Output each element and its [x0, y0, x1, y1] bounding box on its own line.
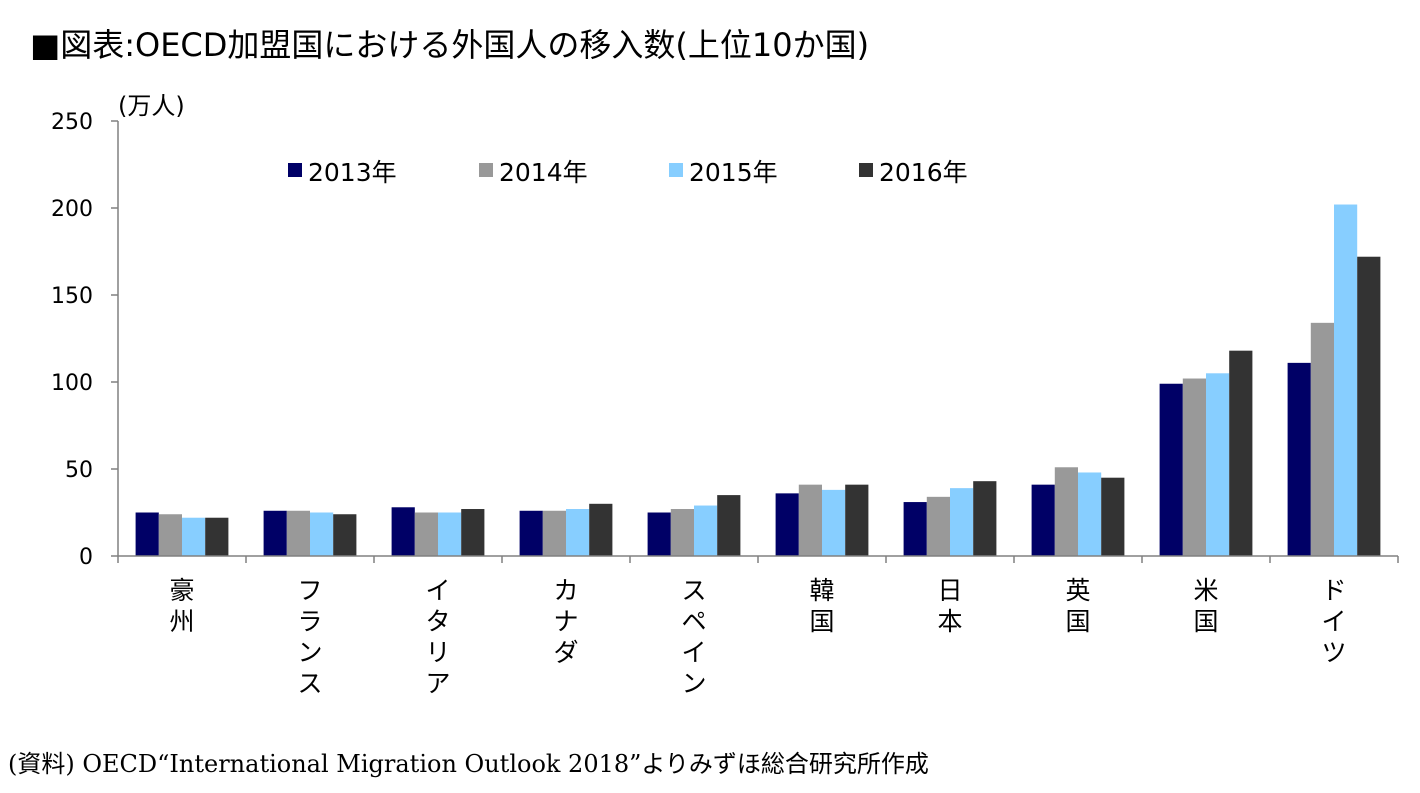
bar-2013年-豪州 — [135, 512, 159, 556]
bar-2013年-スペイン — [647, 512, 671, 556]
x-category-label: 韓国 — [809, 576, 834, 636]
x-category-label: 英国 — [1065, 576, 1090, 636]
bar-2014年-日本 — [926, 496, 950, 556]
bar-2016年-スペイン — [717, 495, 741, 556]
bar-2014年-英国 — [1054, 467, 1078, 556]
x-category-label: カナダ — [553, 576, 578, 667]
bar-2014年-米国 — [1182, 378, 1206, 556]
bar-2016年-イタリア — [461, 509, 485, 556]
legend-swatch — [479, 163, 493, 177]
legend-label: 2014年 — [499, 158, 588, 187]
bar-2013年-ドイツ — [1287, 362, 1311, 556]
bar-2014年-ドイツ — [1310, 322, 1334, 556]
bar-2015年-スペイン — [694, 505, 718, 556]
legend-swatch — [288, 163, 302, 177]
bar-2015年-豪州 — [182, 517, 206, 556]
bar-2015年-イタリア — [438, 512, 462, 556]
legend-item-2016年: 2016年 — [859, 158, 968, 187]
x-category-label: 米国 — [1193, 576, 1218, 636]
bar-2013年-米国 — [1159, 383, 1183, 556]
bar-2016年-カナダ — [589, 503, 613, 556]
y-tick-label: 50 — [65, 458, 93, 483]
bar-2014年-フランス — [286, 510, 310, 556]
x-category-label: 豪州 — [169, 576, 194, 636]
y-tick-label: 100 — [51, 371, 93, 396]
bar-2013年-カナダ — [519, 510, 543, 556]
x-category-label: イタリア — [425, 576, 450, 698]
bar-2016年-フランス — [333, 514, 357, 556]
x-category-label: 日本 — [937, 576, 962, 636]
bar-2013年-日本 — [903, 502, 927, 556]
bar-2015年-カナダ — [566, 509, 590, 556]
x-category-label: スペイン — [681, 576, 706, 698]
source-note: (資料) OECD“International Migration Outloo… — [8, 750, 929, 778]
legend-item-2014年: 2014年 — [479, 158, 588, 187]
legend-swatch — [669, 163, 683, 177]
bar-chart: (万人) 0 50 100 150 200 250 豪州 フランス イタリア カナダ スペイン 韓国… — [51, 92, 1399, 698]
bar-2013年-イタリア — [391, 507, 415, 556]
bar-2015年-英国 — [1078, 472, 1102, 556]
y-tick-label: 250 — [51, 110, 93, 135]
bar-2013年-英国 — [1031, 484, 1055, 556]
bar-2015年-韓国 — [822, 489, 846, 556]
legend-label: 2016年 — [879, 158, 968, 187]
bar-2016年-英国 — [1101, 477, 1125, 556]
y-tick-label: 150 — [51, 284, 93, 309]
bar-2014年-スペイン — [670, 509, 694, 556]
bar-2014年-豪州 — [158, 514, 182, 556]
legend-label: 2015年 — [689, 158, 778, 187]
y-tick-label: 0 — [79, 545, 93, 570]
chart-title: ■図表:OECD加盟国における外国人の移入数(上位10か国) — [30, 26, 870, 64]
legend-item-2015年: 2015年 — [669, 158, 778, 187]
bar-2015年-日本 — [950, 488, 974, 556]
bar-2015年-米国 — [1206, 373, 1230, 556]
bars-group — [135, 204, 1381, 556]
bar-2016年-米国 — [1229, 350, 1253, 556]
bar-2014年-イタリア — [414, 512, 438, 556]
legend: 2013年 2014年 2015年 2016年 — [288, 158, 968, 187]
bar-2016年-ドイツ — [1357, 256, 1381, 556]
y-axis: 0 50 100 150 200 250 — [51, 110, 119, 570]
y-tick-label: 200 — [51, 197, 93, 222]
legend-item-2013年: 2013年 — [288, 158, 397, 187]
x-axis: 豪州 フランス イタリア カナダ スペイン 韓国 日本 英国 米国 ドイツ — [117, 555, 1399, 698]
x-category-label: フランス — [297, 576, 322, 698]
y-axis-unit-label: (万人) — [118, 92, 185, 120]
bar-2014年-カナダ — [542, 510, 566, 556]
bar-2013年-フランス — [263, 510, 287, 556]
bar-2015年-ドイツ — [1334, 204, 1358, 556]
bar-2016年-日本 — [973, 481, 997, 556]
legend-swatch — [859, 163, 873, 177]
bar-2016年-豪州 — [205, 517, 229, 556]
x-category-label: ドイツ — [1321, 576, 1346, 667]
bar-2015年-フランス — [310, 512, 334, 556]
bar-2014年-韓国 — [798, 484, 822, 556]
bar-2013年-韓国 — [775, 493, 799, 556]
bar-2016年-韓国 — [845, 484, 869, 556]
legend-label: 2013年 — [308, 158, 397, 187]
